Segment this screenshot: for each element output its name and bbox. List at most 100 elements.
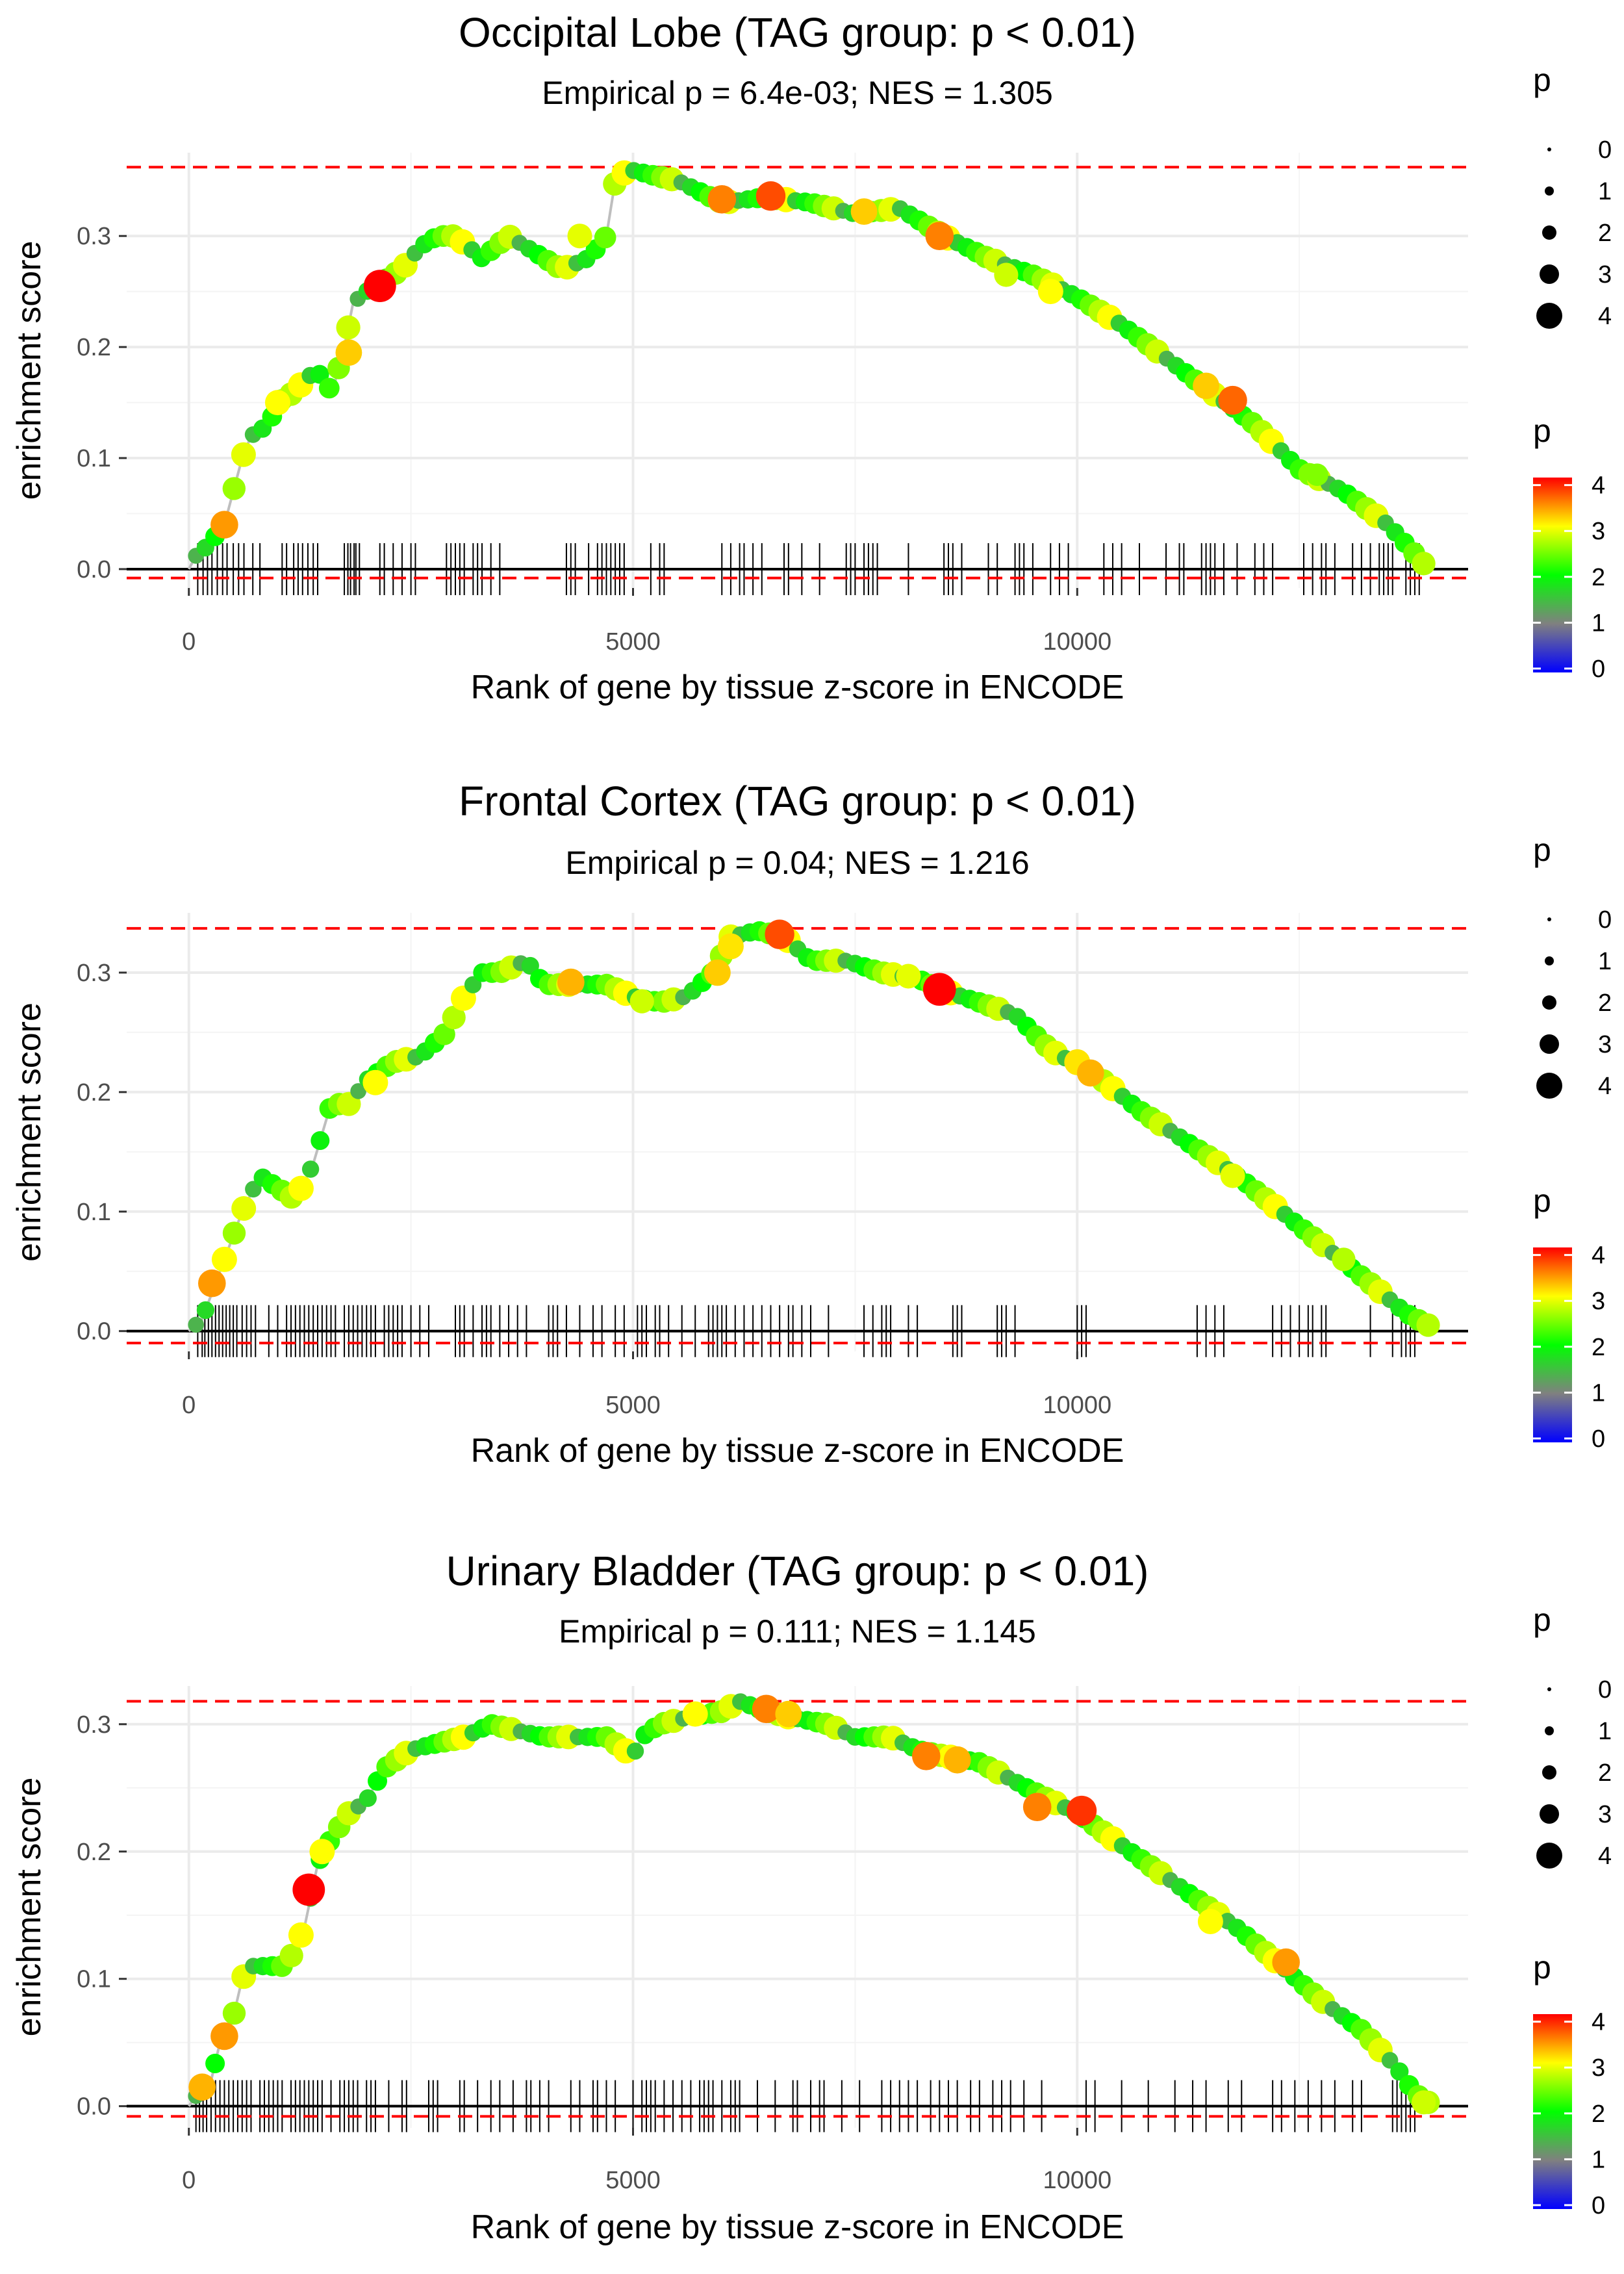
- chart-panel: Frontal Cortex (TAG group: p < 0.01) Empi…: [10, 778, 1612, 1470]
- p-points: [188, 1693, 1440, 2115]
- size-legend-title: p: [1533, 1602, 1551, 1638]
- p-point: [211, 1246, 237, 1272]
- p-point: [231, 1196, 257, 1221]
- color-legend-label: 0: [1592, 2192, 1605, 2219]
- size-legend-key: [1545, 956, 1554, 965]
- chart-subtitle: Empirical p = 0.04; NES = 1.216: [565, 845, 1029, 881]
- p-point: [318, 377, 340, 399]
- size-legend-label: 1: [1598, 1718, 1612, 1745]
- p-point: [433, 1023, 455, 1045]
- p-point: [222, 477, 246, 500]
- x-axis-title: Rank of gene by tissue z-score in ENCODE: [471, 669, 1124, 706]
- y-tick-label: 0.1: [77, 1199, 111, 1226]
- p-point: [704, 959, 731, 986]
- size-legend-label: 2: [1598, 220, 1612, 247]
- size-legend-key: [1542, 995, 1556, 1010]
- p-point: [363, 270, 396, 302]
- size-legend: p 0 1 2 3 4: [1533, 832, 1612, 1100]
- p-point: [994, 262, 1019, 287]
- color-legend-title: p: [1533, 1182, 1551, 1219]
- size-legend-label: 1: [1598, 948, 1612, 975]
- x-tick-label: 10000: [1043, 2167, 1111, 2194]
- p-point: [288, 1175, 314, 1201]
- y-tick-label: 0.3: [77, 960, 111, 987]
- p-point: [1306, 463, 1328, 486]
- p-point: [309, 1839, 335, 1865]
- p-point: [301, 1160, 320, 1178]
- size-legend-label: 0: [1598, 906, 1612, 934]
- size-legend-title: p: [1533, 832, 1551, 868]
- y-tick-label: 0.0: [77, 556, 111, 583]
- color-bar: [1533, 2014, 1572, 2209]
- size-legend-label: 2: [1598, 1759, 1612, 1787]
- size-legend-label: 4: [1598, 1843, 1612, 1870]
- x-tick-label: 5000: [605, 1392, 661, 1419]
- p-point: [775, 1700, 802, 1728]
- p-point: [1193, 372, 1219, 400]
- size-legend-label: 3: [1598, 261, 1612, 288]
- chart-panel: Occipital Lobe (TAG group: p < 0.01) Empi…: [10, 9, 1612, 706]
- y-tick-label: 0.2: [77, 1079, 111, 1106]
- color-legend-label: 4: [1592, 2009, 1605, 2036]
- p-point: [210, 2022, 238, 2050]
- size-legend-key: [1540, 264, 1559, 284]
- x-tick-label: 10000: [1043, 628, 1111, 656]
- color-legend: p 4 3 2 1 0: [1533, 1182, 1605, 1453]
- p-point: [196, 1301, 214, 1320]
- x-tick-label: 0: [182, 1392, 196, 1419]
- y-tick-label: 0.0: [77, 2093, 111, 2121]
- size-legend-key: [1545, 186, 1554, 196]
- p-point: [231, 442, 256, 467]
- size-legend-label: 3: [1598, 1031, 1612, 1058]
- y-tick-label: 0.3: [77, 1711, 111, 1739]
- p-point: [850, 198, 878, 225]
- enrichment-curve: [188, 1700, 1429, 2107]
- color-legend-title: p: [1533, 1949, 1551, 1986]
- size-legend-label: 2: [1598, 990, 1612, 1017]
- p-point: [925, 222, 954, 251]
- size-legend-key: [1536, 303, 1562, 329]
- size-legend-key: [1536, 1073, 1562, 1099]
- size-legend-key: [1547, 147, 1551, 151]
- p-point: [896, 964, 921, 989]
- color-legend-label: 2: [1592, 2101, 1605, 2128]
- p-point: [1416, 1313, 1440, 1337]
- size-legend: p 0 1 2 3 4: [1533, 62, 1612, 330]
- color-legend-label: 3: [1592, 518, 1605, 545]
- p-point: [557, 968, 585, 996]
- color-legend-label: 0: [1592, 1425, 1605, 1453]
- color-legend-label: 4: [1592, 472, 1605, 500]
- size-legend-key: [1536, 1843, 1562, 1869]
- chart-subtitle: Empirical p = 0.111; NES = 1.145: [559, 1613, 1036, 1650]
- p-point: [188, 1316, 205, 1333]
- chart-panel: Urinary Bladder (TAG group: p < 0.01) Emp…: [10, 1548, 1612, 2246]
- p-point: [1218, 385, 1247, 415]
- x-tick-label: 10000: [1043, 1392, 1111, 1419]
- y-axis-title: enrichment score: [10, 1778, 48, 2037]
- p-point: [923, 973, 956, 1006]
- size-legend-key: [1545, 1726, 1554, 1735]
- color-bar: [1533, 478, 1572, 672]
- p-point: [198, 1269, 226, 1297]
- gridlines: [127, 1686, 1468, 2128]
- p-point: [707, 185, 737, 214]
- p-point: [1332, 1247, 1356, 1271]
- p-point: [205, 2054, 225, 2073]
- p-point: [335, 339, 362, 366]
- gridlines: [127, 913, 1468, 1351]
- p-point: [292, 1873, 325, 1906]
- p-point: [629, 989, 654, 1014]
- p-point: [567, 224, 592, 249]
- p-point: [188, 2073, 216, 2101]
- p-point: [626, 1743, 644, 1760]
- y-tick-label: 0.0: [77, 1318, 111, 1346]
- color-legend-label: 1: [1592, 2146, 1605, 2173]
- color-bar: [1533, 1247, 1572, 1442]
- color-legend-label: 1: [1592, 609, 1605, 637]
- color-legend-label: 2: [1592, 564, 1605, 591]
- color-legend-label: 0: [1592, 656, 1605, 683]
- y-tick-label: 0.3: [77, 223, 111, 250]
- x-axis-title: Rank of gene by tissue z-score in ENCODE: [471, 1432, 1124, 1470]
- p-point: [311, 1131, 330, 1150]
